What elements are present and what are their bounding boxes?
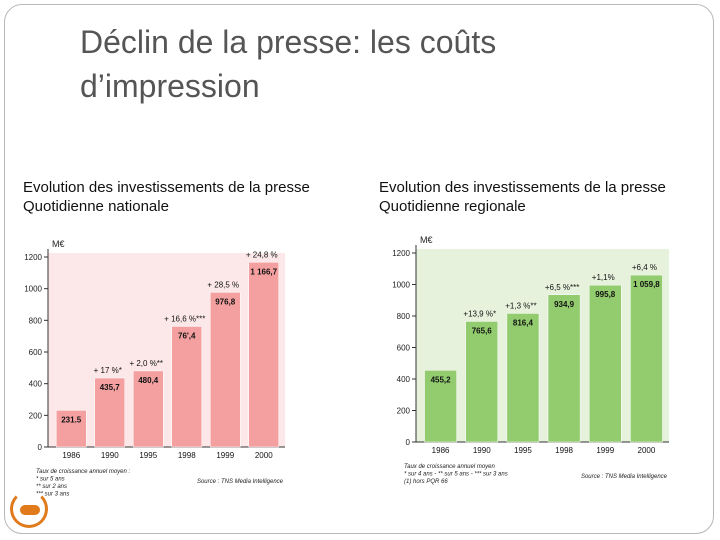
right-ytick-label: 1000: [392, 281, 410, 290]
right-growth-label: +1,1%: [592, 273, 615, 282]
right-plot-panel: [416, 249, 669, 442]
left-footnote: ** sur 2 ans: [36, 484, 67, 490]
left-unit-label: M€: [52, 239, 65, 249]
right-bar: [506, 313, 540, 443]
left-caption-line1: Evolution des investissements de la pres…: [23, 179, 310, 196]
right-category-label: 1999: [596, 446, 614, 455]
right-value-label: 765,6: [472, 326, 493, 335]
left-bar: [55, 410, 87, 448]
slide-frame: [4, 4, 714, 534]
left-ytick-label: 0: [38, 443, 43, 452]
right-value-label: 1 059,8: [633, 280, 660, 289]
slide-title-line2: d’impression: [80, 68, 260, 104]
left-value-label: 435,7: [100, 383, 121, 392]
right-ytick-label: 1200: [392, 249, 410, 258]
left-plot-panel: [48, 253, 285, 447]
left-footnote: *** sur 3 ans: [36, 492, 69, 498]
right-value-label: 934,9: [554, 300, 575, 309]
right-growth-label: +6,5 %***: [545, 283, 579, 292]
corner-logo-dot-icon: [20, 505, 40, 515]
left-ytick-label: 1000: [24, 285, 42, 294]
slide-title-line1: Déclin de la presse: les coûts: [80, 24, 497, 60]
right-ytick-label: 0: [406, 438, 411, 447]
left-ytick-label: 200: [29, 411, 43, 420]
right-caption-line1: Evolution des investissements de la pres…: [379, 179, 666, 196]
left-value-label: 1 166,7: [250, 267, 277, 276]
left-bar: [171, 326, 203, 448]
left-growth-label: + 16,6 %***: [164, 314, 205, 323]
right-category-label: 1995: [514, 446, 532, 455]
left-value-label: 976,8: [215, 297, 236, 306]
corner-logo-icon: [10, 490, 48, 528]
left-caption-line2: Quotidienne nationale: [23, 198, 169, 215]
right-growth-label: +1,3 %**: [505, 301, 536, 310]
left-category-label: 1990: [101, 451, 119, 460]
left-bar: [209, 292, 241, 448]
left-category-label: 2000: [255, 451, 273, 460]
right-footnote: Taux de croissance annuel moyen: [404, 464, 495, 470]
left-category-label: 1998: [178, 451, 196, 460]
left-ytick-label: 800: [29, 316, 43, 325]
right-bar: [588, 284, 622, 443]
right-category-label: 1990: [473, 446, 491, 455]
right-bar: [630, 274, 663, 443]
right-growth-label: +13,9 %*: [463, 309, 496, 318]
right-category-label: 1998: [555, 446, 573, 455]
right-unit-label: M€: [420, 235, 433, 245]
right-footnote: (1) hors PQR 66: [404, 479, 448, 485]
left-growth-label: + 24,8 %: [246, 250, 278, 259]
slide-title: Déclin de la presse: les coûts d’impress…: [80, 20, 640, 108]
right-footnote: * sur 4 ans - ** sur 5 ans - *** sur 3 a…: [404, 472, 508, 478]
right-value-label: 995,8: [595, 290, 616, 299]
right-ytick-label: 200: [397, 407, 411, 416]
right-category-label: 1986: [432, 446, 450, 455]
left-bar: [248, 262, 280, 448]
left-footnote: * sur 5 ans: [36, 477, 65, 483]
right-chart-caption: Evolution des investissements de la pres…: [379, 178, 666, 216]
left-ytick-label: 1200: [24, 253, 42, 262]
left-growth-label: + 2,0 %**: [129, 359, 163, 368]
right-ytick-label: 600: [397, 344, 411, 353]
left-growth-label: + 28,5 %: [207, 280, 239, 289]
left-source: Source : TNS Media Intelligence: [197, 479, 284, 485]
right-category-label: 2000: [638, 446, 656, 455]
right-caption-line2: Quotidienne regionale: [379, 198, 526, 215]
right-growth-label: +6,4 %: [632, 263, 657, 272]
left-category-label: 1995: [139, 451, 157, 460]
right-source: Source : TNS Media Intelligence: [581, 474, 668, 480]
left-footnote: Taux de croissance annuel moyen :: [36, 469, 131, 475]
right-bar: [465, 321, 499, 443]
left-bar: [132, 370, 164, 448]
left-chart-caption: Evolution des investissements de la pres…: [23, 178, 310, 216]
left-growth-label: + 17 %*: [94, 366, 122, 375]
right-bar: [547, 294, 581, 443]
left-ytick-label: 400: [29, 380, 43, 389]
left-bar: [94, 377, 126, 448]
right-value-label: 455,2: [431, 375, 452, 384]
left-category-label: 1986: [62, 451, 80, 460]
right-bar: [424, 370, 457, 443]
right-ytick-label: 800: [397, 312, 411, 321]
left-value-label: 76',4: [178, 331, 196, 340]
right-ytick-label: 400: [397, 375, 411, 384]
right-value-label: 816,4: [513, 318, 534, 327]
left-value-label: 480,4: [138, 376, 159, 385]
left-ytick-label: 600: [29, 348, 43, 357]
left-value-label: 231.5: [61, 415, 82, 424]
left-category-label: 1999: [216, 451, 234, 460]
